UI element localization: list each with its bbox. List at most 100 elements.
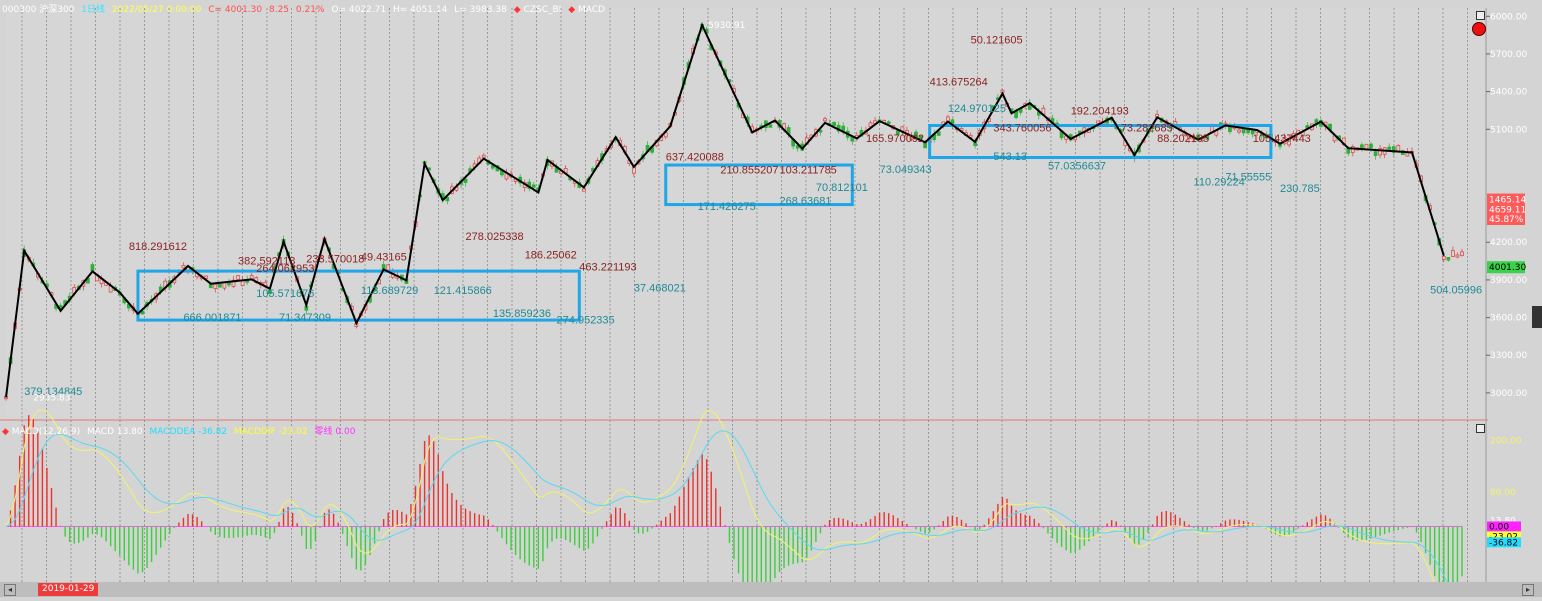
stroke-annotation-red: 49.43165 [361, 252, 407, 264]
datetime-label: 2022/05/27 0:00:00 [111, 5, 202, 15]
macd-tag [1487, 521, 1521, 532]
macd-zero-value: 零线 0.00 [314, 427, 356, 437]
stroke-annotation-teal: 70.812101 [816, 182, 868, 194]
stroke-annotation-red: 278.025338 [466, 231, 524, 243]
candle-body [1378, 148, 1382, 156]
stroke-annotation-red: 88.202105 [1157, 133, 1209, 145]
period-label[interactable]: 1日线 [81, 5, 106, 15]
stroke-annotation-red: 343.760056 [993, 122, 1051, 134]
stroke-annotation-teal: 57.0356637 [1048, 160, 1106, 172]
low-price-label: 2935.83 [33, 393, 70, 403]
candle-body [1441, 256, 1446, 260]
price-tag [1487, 261, 1525, 274]
candle-body [181, 264, 186, 269]
stroke-annotation-teal: 543.13 [993, 151, 1027, 163]
price-tick-label: 6000.00 [1490, 12, 1527, 22]
candle-body [1369, 143, 1373, 149]
candle-body [236, 275, 240, 280]
stroke-annotation-teal: 73.049343 [880, 164, 932, 176]
high-label: H= 4051.14 [392, 5, 448, 15]
stroke-annotation-red: 818.291612 [129, 241, 187, 253]
stroke-annotation-red: 637.420088 [666, 151, 724, 163]
scroll-right-icon[interactable]: ▸ [1522, 584, 1534, 596]
macd-dea-value: MACDDEA -36.82 [149, 427, 228, 437]
side-collapse-handle[interactable] [1532, 306, 1542, 328]
stroke-annotation-teal: 124.970125 [948, 103, 1006, 115]
change-label: 8.25 [268, 5, 290, 15]
candle-body [936, 131, 941, 136]
stroke-annotation-red: 413.675264 [930, 76, 988, 88]
candle-body [1460, 251, 1464, 257]
stroke-annotation-red: 192.204193 [1071, 106, 1129, 118]
candle-body [1396, 145, 1401, 152]
stroke-annotation-teal: 666.001871 [183, 312, 241, 324]
candle-body [481, 154, 486, 159]
indicator2-label[interactable]: MACD [577, 5, 605, 15]
stroke-annotation-teal: 71.347309 [279, 312, 331, 324]
stroke-annotation-teal: 105.571676 [256, 288, 314, 300]
candle-body [90, 264, 95, 272]
symbol-label: 000300 沪深300 [2, 5, 75, 15]
macd-dif-value: MACDDIF -23.02 [234, 427, 308, 437]
peak-price-label: 5930.91 [708, 21, 745, 31]
candle-body [1451, 250, 1455, 257]
stroke-annotation-teal: 230.785 [1280, 183, 1320, 195]
stroke-annotation-teal: 274.952335 [557, 315, 615, 327]
candle-body [1360, 144, 1364, 149]
stroke-annotation-red: 105.437443 [1253, 133, 1311, 145]
stroke-annotation-red: 210.855207 [720, 165, 778, 177]
stroke-annotation-red: 103.211785 [780, 165, 837, 177]
macd-header: ◆ MACD(12,26,9) MACD 13.80 MACDDEA -36.8… [2, 424, 355, 437]
close-label: C= 4001.30 [208, 5, 263, 15]
candle-body [140, 310, 145, 315]
candle-body [868, 122, 873, 128]
price-panel [6, 8, 1486, 420]
macd-tick-label: 200.00 [1490, 437, 1522, 447]
candle-body [1096, 120, 1100, 124]
stroke-annotation-teal: 113.689729 [361, 285, 418, 297]
stroke-annotation-red: 382.592118 [238, 256, 295, 268]
pivot-box [664, 163, 854, 207]
candle-body [1364, 143, 1369, 150]
price-tag-label: 45.87% [1489, 215, 1524, 225]
maximize-price-panel-button[interactable] [1476, 11, 1485, 20]
candle-body [1391, 146, 1396, 153]
candle-body [531, 184, 536, 188]
indicator-dot-icon: ◆ [2, 427, 9, 437]
macd-tag [1487, 531, 1521, 542]
record-icon[interactable] [1472, 22, 1486, 36]
price-tick-label: 3600.00 [1490, 314, 1527, 324]
stroke-annotation-teal: 71.55555 [1225, 172, 1271, 184]
macd-dif-line [5, 409, 1442, 601]
stroke-annotation-teal: 504.05996 [1430, 285, 1482, 297]
candle-body [1241, 128, 1246, 134]
stroke-annotation-teal: 268.63681 [780, 195, 832, 207]
candle-body [823, 118, 827, 122]
candle-body [1387, 146, 1392, 150]
stroke-annotation-red: 463.221193 [579, 262, 636, 274]
macd-title[interactable]: MACD(12,26,9) [11, 427, 81, 437]
maximize-macd-panel-button[interactable] [1476, 424, 1485, 433]
candle-body [445, 197, 450, 202]
indicator-dot-icon: ◆ [568, 5, 576, 15]
macd-tag-label: -36.82 [1489, 538, 1518, 548]
candle-body [463, 178, 468, 183]
selected-date-badge: 2019-01-29 [38, 583, 99, 596]
price-tick-label: 5100.00 [1490, 125, 1527, 135]
stroke-annotation-teal: 379.134845 [24, 386, 82, 398]
candle-body [1237, 129, 1241, 133]
candle-body [213, 284, 218, 289]
candle-body [1373, 151, 1378, 156]
candle-body [841, 125, 846, 131]
candle-body [1187, 135, 1191, 139]
scroll-left-icon[interactable]: ◂ [4, 584, 16, 596]
candle-body [218, 283, 222, 288]
indicator1-label[interactable]: CZSC_BI [523, 5, 562, 15]
candle-body [581, 188, 586, 192]
header-bar: 000300 沪深300 1日线 2022/05/27 0:00:00 C= 4… [2, 2, 605, 15]
time-axis[interactable]: ◂ 2019-01-29 ▸ [0, 582, 1542, 597]
bi-stroke-line [5, 22, 1445, 398]
stroke-annotation-red: 50.121605 [971, 35, 1023, 47]
